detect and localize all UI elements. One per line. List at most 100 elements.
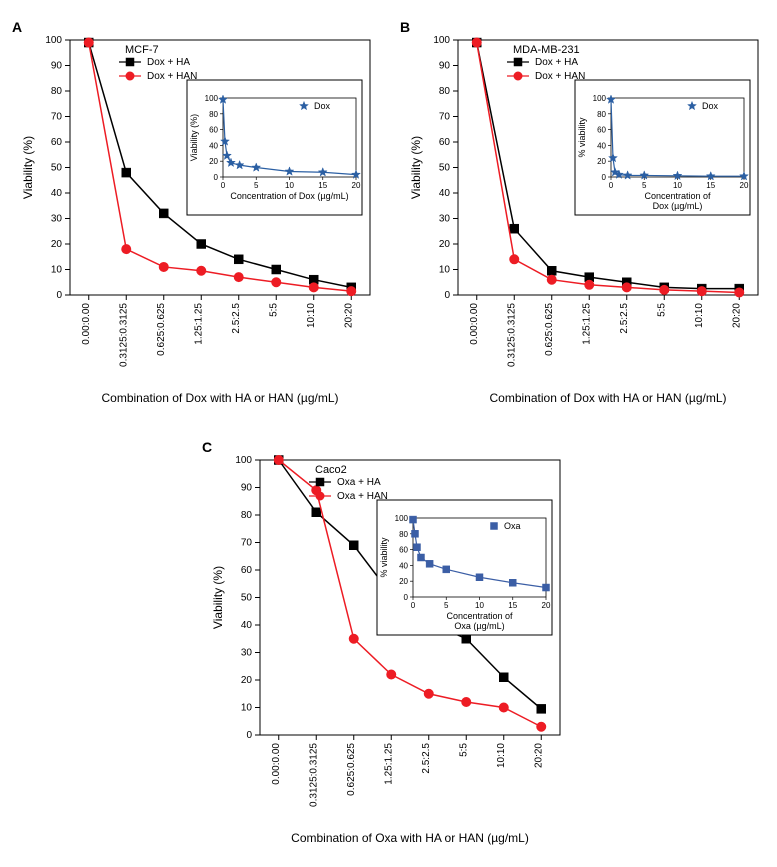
xtick-label: 2.5:2.5: [619, 303, 630, 334]
ytick-label: 60: [241, 565, 253, 576]
inset-xtick-label: 0: [411, 601, 416, 610]
xtick-label: 0.00:0.00: [81, 303, 92, 345]
ytick-label: 10: [439, 265, 451, 276]
ytick-label: 70: [241, 538, 253, 549]
inset-legend-label: Oxa: [504, 521, 521, 531]
inset-ytick-label: 80: [209, 110, 218, 119]
legend-label: Dox + HA: [147, 57, 190, 68]
panel-letter: A: [12, 19, 22, 35]
ytick-label: 90: [439, 61, 451, 72]
panel-C: C0102030405060708090100Viability (%)0.00…: [202, 439, 560, 845]
ytick-label: 80: [51, 86, 63, 97]
ytick-label: 30: [241, 648, 253, 659]
inset-ytick-label: 100: [205, 94, 219, 103]
inset-legend-label: Dox: [702, 101, 719, 111]
ytick-label: 80: [439, 86, 451, 97]
inset-xtick-label: 5: [642, 181, 647, 190]
ytick-label: 10: [241, 703, 253, 714]
inset-x-label: Concentration of: [644, 191, 711, 201]
inset-x-label: Concentration of Dox (µg/mL): [230, 191, 348, 201]
inset-xtick-label: 10: [475, 601, 484, 610]
ytick-label: 60: [51, 137, 63, 148]
ytick-label: 0: [56, 290, 62, 301]
inset-ytick-label: 20: [399, 577, 408, 586]
ytick-label: 60: [439, 137, 451, 148]
inset: 02040608010005101520% viabilityConcentra…: [575, 80, 750, 215]
xtick-label: 10:10: [694, 303, 705, 328]
inset-ytick-label: 40: [209, 141, 218, 150]
legend-label: Oxa + HA: [337, 477, 381, 488]
ytick-label: 70: [51, 112, 63, 123]
ytick-label: 0: [246, 730, 252, 741]
ytick-label: 100: [45, 35, 62, 46]
inset-ytick-label: 0: [214, 173, 219, 182]
x-axis-label: Combination of Oxa with HA or HAN (µg/mL…: [291, 831, 529, 845]
inset-xtick-label: 10: [285, 181, 294, 190]
xtick-label: 10:10: [496, 743, 507, 768]
x-axis-label: Combination of Dox with HA or HAN (µg/mL…: [102, 391, 339, 405]
inset-xtick-label: 15: [508, 601, 517, 610]
ytick-label: 30: [439, 214, 451, 225]
inset-xtick-label: 0: [221, 181, 226, 190]
xtick-label: 5:5: [268, 303, 279, 317]
ytick-label: 20: [241, 675, 253, 686]
inset-ytick-label: 40: [399, 561, 408, 570]
ytick-label: 70: [439, 112, 451, 123]
panel-A: A0102030405060708090100Viability (%)0.00…: [12, 19, 370, 405]
inset-ytick-label: 100: [593, 94, 607, 103]
ytick-label: 50: [51, 163, 63, 174]
panel-letter: C: [202, 439, 212, 455]
xtick-label: 1.25:1.25: [383, 743, 394, 785]
ytick-label: 40: [439, 188, 451, 199]
y-axis-label: Viability (%): [211, 566, 225, 629]
xtick-label: 0.3125:0.3125: [118, 303, 129, 367]
inset-xtick-label: 20: [542, 601, 551, 610]
inset-xtick-label: 5: [444, 601, 449, 610]
panel-B: B0102030405060708090100Viability (%)0.00…: [400, 19, 758, 405]
xtick-label: 2.5:2.5: [421, 743, 432, 774]
inset: 02040608010005101520% viabilityConcentra…: [377, 500, 552, 635]
xtick-label: 2.5:2.5: [231, 303, 242, 334]
y-axis-label: Viability (%): [21, 136, 35, 199]
xtick-label: 5:5: [458, 743, 469, 757]
inset-ytick-label: 100: [395, 514, 409, 523]
xtick-label: 0.3125:0.3125: [308, 743, 319, 807]
ytick-label: 20: [51, 239, 63, 250]
legend-label: Dox + HA: [535, 57, 578, 68]
inset-ytick-label: 80: [597, 110, 606, 119]
xtick-label: 0.625:0.625: [544, 303, 555, 356]
xtick-label: 1.25:1.25: [193, 303, 204, 345]
inset: 02040608010005101520Viability (%)Concent…: [187, 80, 362, 215]
ytick-label: 30: [51, 214, 63, 225]
figure: A0102030405060708090100Viability (%)0.00…: [0, 0, 777, 867]
inset-x-label: Concentration of: [446, 611, 513, 621]
y-axis-label: Viability (%): [409, 136, 423, 199]
xtick-label: 0.00:0.00: [469, 303, 480, 345]
inset-y-label: % viability: [577, 117, 587, 158]
inset-ytick-label: 20: [209, 157, 218, 166]
xtick-label: 20:20: [731, 303, 742, 328]
inset-y-label: % viability: [379, 537, 389, 578]
x-axis-label: Combination of Dox with HA or HAN (µg/mL…: [490, 391, 727, 405]
inset-ytick-label: 60: [399, 546, 408, 555]
ytick-label: 90: [241, 483, 253, 494]
inset-ytick-label: 0: [404, 593, 409, 602]
inset-ytick-label: 60: [209, 126, 218, 135]
ytick-label: 40: [51, 188, 63, 199]
xtick-label: 5:5: [656, 303, 667, 317]
inset-ytick-label: 60: [597, 126, 606, 135]
cell-title: Caco2: [315, 464, 347, 476]
inset-xtick-label: 20: [740, 181, 749, 190]
inset-xtick-label: 0: [609, 181, 614, 190]
ytick-label: 0: [444, 290, 450, 301]
inset-xtick-label: 5: [254, 181, 259, 190]
ytick-label: 40: [241, 620, 253, 631]
ytick-label: 90: [51, 61, 63, 72]
inset-ytick-label: 0: [602, 173, 607, 182]
inset-y-label: Viability (%): [189, 114, 199, 161]
cell-title: MCF-7: [125, 44, 159, 56]
xtick-label: 1.25:1.25: [581, 303, 592, 345]
xtick-label: 0.625:0.625: [346, 743, 357, 796]
xtick-label: 10:10: [306, 303, 317, 328]
inset-ytick-label: 40: [597, 141, 606, 150]
